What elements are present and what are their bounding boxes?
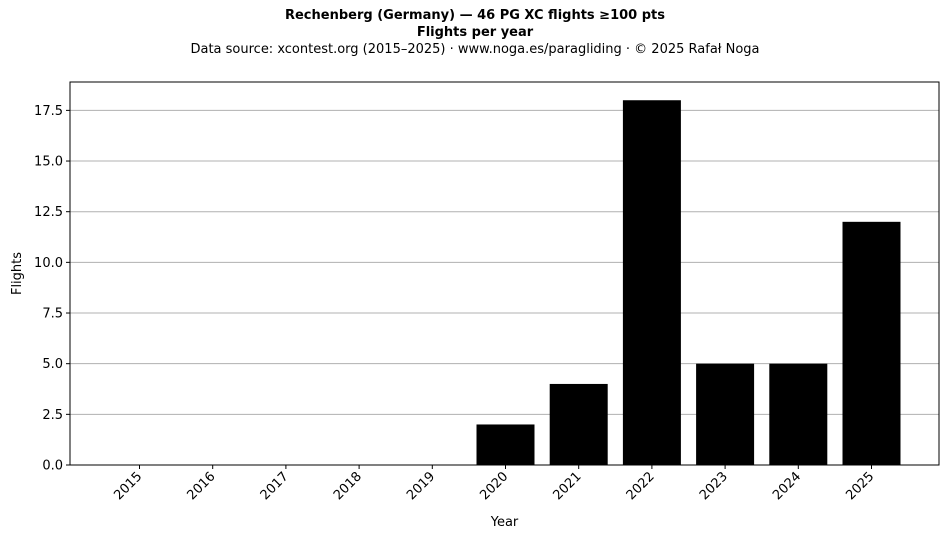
y-axis-label: Flights xyxy=(10,252,25,295)
x-tick-label: 2025 xyxy=(843,469,877,503)
x-tick-label: 2016 xyxy=(185,469,219,503)
chart-title-block: Rechenberg (Germany) — 46 PG XC flights … xyxy=(0,7,950,58)
x-tick-label: 2020 xyxy=(477,469,511,503)
bar-2025 xyxy=(842,221,901,465)
bar-2024 xyxy=(769,363,828,465)
x-tick-label: 2021 xyxy=(551,469,585,503)
y-tick-label: 15.0 xyxy=(34,155,63,170)
bar-2023 xyxy=(696,363,755,465)
x-tick-label: 2019 xyxy=(404,469,438,503)
bars xyxy=(476,100,901,465)
x-axis-label: Year xyxy=(490,515,519,530)
grid-lines xyxy=(70,109,939,415)
bar-2021 xyxy=(549,383,608,465)
x-tick-label: 2022 xyxy=(624,469,658,503)
y-tick-label: 0.0 xyxy=(42,459,63,474)
y-tick-label: 17.5 xyxy=(34,104,63,119)
bar-2020 xyxy=(476,424,535,465)
y-tick-label: 7.5 xyxy=(42,307,63,322)
y-tick-label: 10.0 xyxy=(34,256,63,271)
y-tick-label: 2.5 xyxy=(42,408,63,423)
y-tick-label: 12.5 xyxy=(34,205,63,220)
x-tick-label: 2015 xyxy=(111,469,145,503)
x-tick-label: 2017 xyxy=(258,469,292,503)
x-axis: 2015 2016 2017 2018 2019 2020 2021 2022 2023 2024… xyxy=(111,465,877,503)
x-tick-label: 2024 xyxy=(770,469,804,503)
plot-frame xyxy=(69,81,940,466)
bar-2022 xyxy=(622,100,681,465)
chart-subtitle: Flights per year xyxy=(416,25,534,40)
x-tick-label: 2023 xyxy=(697,469,731,503)
x-tick-label: 2018 xyxy=(331,469,365,503)
chart-source-note: Data source: xcontest.org (2015–2025) · … xyxy=(190,42,760,57)
y-tick-label: 5.0 xyxy=(42,357,63,372)
y-axis: 0.0 2.5 5.0 7.5 10.0 12.5 15.0 17.5 xyxy=(34,104,70,474)
chart-title: Rechenberg (Germany) — 46 PG XC flights … xyxy=(284,8,665,23)
